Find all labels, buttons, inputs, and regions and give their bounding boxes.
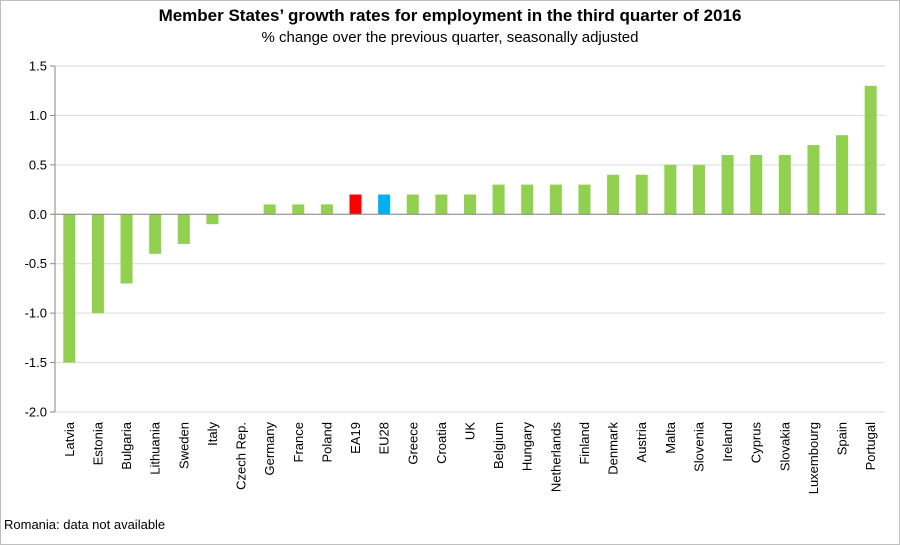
x-tick-label: Hungary [520, 422, 535, 472]
x-tick-label: Malta [663, 421, 678, 454]
y-tick-label: 1.5 [29, 59, 47, 74]
y-tick-label: 0.5 [29, 157, 47, 172]
bar-ea19 [349, 194, 362, 215]
bar-malta [664, 164, 677, 215]
bar-sweden [177, 214, 190, 244]
bar-finland [578, 184, 591, 215]
bar-austria [635, 174, 648, 215]
x-tick-label: Croatia [434, 421, 449, 464]
bar-slovakia [778, 154, 791, 215]
x-axis-labels: Latvia Estonia Bulgaria Lithuania Sweden Ital… [62, 421, 878, 494]
bar-estonia [91, 214, 104, 314]
x-tick-label: EA19 [348, 422, 363, 454]
x-tick-label: Greece [405, 422, 420, 465]
bar-bulgaria [120, 214, 133, 284]
bar-lithuania [149, 214, 162, 254]
y-tick-label: -2.0 [25, 405, 47, 420]
x-tick-label: Bulgaria [119, 421, 134, 469]
y-tick-label: -0.5 [25, 256, 47, 271]
chart-title: Member States’ growth rates for employme… [158, 6, 742, 25]
x-tick-label: Belgium [491, 422, 506, 469]
bar-poland [320, 204, 333, 215]
chart-subtitle: % change over the previous quarter, seas… [261, 29, 639, 46]
bar-greece [406, 194, 419, 215]
bar-belgium [492, 184, 505, 215]
y-axis-ticks: 1.5 1.0 0.5 0.0 -0.5 -1.0 -1.5 -2.0 [25, 59, 55, 420]
x-tick-label: Slovakia [777, 421, 792, 471]
x-tick-label: Poland [319, 422, 334, 462]
y-tick-label: 1.0 [29, 108, 47, 123]
x-tick-label: Spain [835, 422, 850, 455]
bar-luxembourg [807, 145, 820, 215]
x-tick-label: Lithuania [148, 421, 163, 475]
x-tick-label: Estonia [90, 421, 105, 465]
x-tick-label: Cyprus [749, 422, 764, 464]
bar-uk [463, 194, 477, 215]
x-tick-label: Italy [205, 422, 220, 446]
x-tick-label: Luxembourg [806, 422, 821, 494]
x-tick-label: EU28 [377, 422, 392, 455]
x-tick-label: Ireland [720, 422, 735, 462]
bar-portugal [864, 85, 877, 215]
x-tick-label: Netherlands [548, 422, 563, 493]
bar-croatia [435, 194, 448, 215]
y-tick-label: -1.5 [25, 355, 47, 370]
gridlines [55, 65, 885, 413]
bars [63, 85, 877, 363]
y-tick-label: 0.0 [29, 207, 47, 222]
y-tick-label: -1.0 [25, 306, 47, 321]
bar-latvia [63, 214, 76, 363]
x-tick-label: Germany [262, 422, 277, 476]
bar-italy [206, 214, 219, 225]
bar-germany [263, 204, 276, 215]
x-tick-label: Latvia [62, 421, 77, 456]
bar-denmark [607, 174, 620, 215]
bar-cyprus [750, 154, 763, 215]
bar-hungary [521, 184, 534, 215]
x-tick-label: Denmark [606, 422, 621, 475]
bar-france [292, 204, 305, 215]
x-tick-label: Sweden [176, 422, 191, 469]
x-tick-label: Portugal [863, 422, 878, 471]
x-tick-label: France [291, 422, 306, 462]
x-tick-label: Czech Rep. [234, 422, 249, 490]
bar-ireland [721, 154, 734, 215]
x-tick-label: UK [463, 422, 478, 440]
x-tick-label: Finland [577, 422, 592, 465]
x-tick-label: Slovenia [691, 421, 706, 472]
bar-eu28 [378, 194, 391, 215]
footnote: Romania: data not available [4, 517, 166, 532]
x-tick-label: Austria [634, 421, 649, 462]
bar-netherlands [549, 184, 562, 215]
bar-slovenia [692, 164, 705, 215]
bar-spain [836, 135, 849, 215]
